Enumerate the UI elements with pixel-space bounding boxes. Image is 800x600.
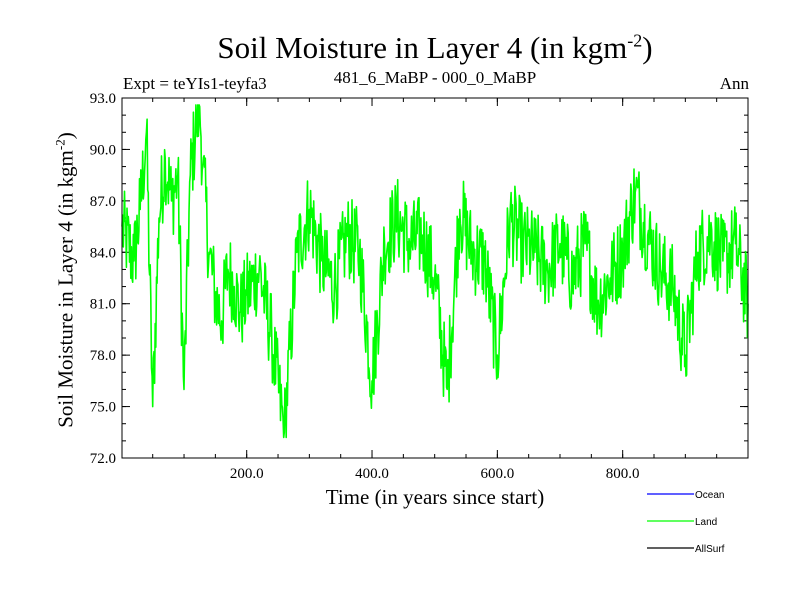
y-tick-label: 93.0: [90, 91, 116, 107]
y-tick-label: 72.0: [90, 451, 116, 467]
y-tick-label: 84.0: [90, 245, 116, 261]
chart-title-text: Soil Moisture in Layer 4 (in kgm: [217, 30, 628, 65]
y-tick-label: 87.0: [90, 194, 116, 210]
plot-frame: [121, 97, 749, 459]
chart-title-superscript: -2: [627, 30, 643, 51]
y-tick-label: 78.0: [90, 348, 116, 364]
legend-label-ocean: Ocean: [695, 490, 724, 501]
legend-label-land: Land: [695, 517, 717, 528]
plot-layer: 72.0 75.0 78.0 81.0 84.0 87.0 90.0 93.0 200.0 400…: [90, 91, 749, 482]
chart-title-suffix: ): [642, 30, 653, 65]
series-line-land: [121, 104, 749, 439]
y-tick-label: 90.0: [90, 142, 116, 158]
period-label: 481_6_MaBP - 000_0_MaBP: [333, 68, 537, 87]
x-tick-label: 200.0: [230, 466, 264, 482]
experiment-label: Expt = teYIs1-teyfa3: [123, 74, 267, 93]
legend-label-allsurf: AllSurf: [695, 544, 725, 555]
x-tick-label: 800.0: [606, 466, 640, 482]
x-axis-label: Time (in years since start): [325, 485, 545, 509]
season-label: Ann: [719, 74, 749, 93]
y-tick-label: 75.0: [90, 400, 116, 416]
chart-title: Soil Moisture in Layer 4 (in kgm-2): [0, 30, 800, 66]
x-tick-label: 600.0: [480, 466, 514, 482]
x-tick-label: 400.0: [355, 466, 389, 482]
legend: Ocean Land AllSurf: [647, 490, 725, 555]
y-tick-label: 81.0: [90, 297, 116, 313]
